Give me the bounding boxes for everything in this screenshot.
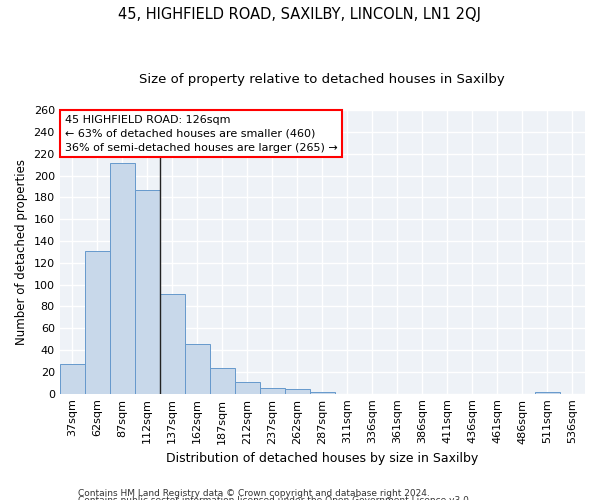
Bar bbox=[235, 382, 260, 394]
Bar bbox=[160, 294, 185, 394]
Bar bbox=[59, 364, 85, 394]
Title: Size of property relative to detached houses in Saxilby: Size of property relative to detached ho… bbox=[139, 72, 505, 86]
X-axis label: Distribution of detached houses by size in Saxilby: Distribution of detached houses by size … bbox=[166, 452, 478, 465]
Text: 45 HIGHFIELD ROAD: 126sqm
← 63% of detached houses are smaller (460)
36% of semi: 45 HIGHFIELD ROAD: 126sqm ← 63% of detac… bbox=[65, 114, 338, 152]
Bar bbox=[110, 162, 135, 394]
Bar bbox=[285, 390, 310, 394]
Text: Contains HM Land Registry data © Crown copyright and database right 2024.: Contains HM Land Registry data © Crown c… bbox=[78, 488, 430, 498]
Bar bbox=[260, 388, 285, 394]
Text: Contains public sector information licensed under the Open Government Licence v3: Contains public sector information licen… bbox=[78, 496, 472, 500]
Bar bbox=[135, 190, 160, 394]
Bar bbox=[210, 368, 235, 394]
Bar bbox=[85, 251, 110, 394]
Y-axis label: Number of detached properties: Number of detached properties bbox=[15, 159, 28, 345]
Text: 45, HIGHFIELD ROAD, SAXILBY, LINCOLN, LN1 2QJ: 45, HIGHFIELD ROAD, SAXILBY, LINCOLN, LN… bbox=[119, 8, 482, 22]
Bar bbox=[185, 344, 210, 394]
Bar bbox=[310, 392, 335, 394]
Bar bbox=[535, 392, 560, 394]
